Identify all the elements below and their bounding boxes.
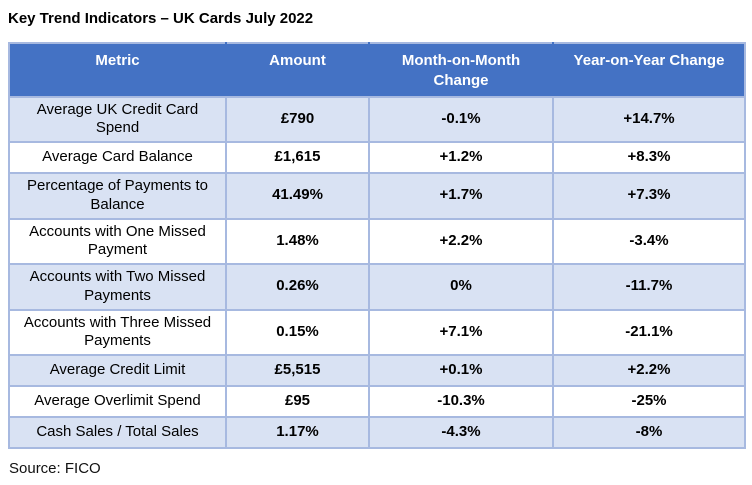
col-header-metric: Metric: [8, 42, 227, 98]
metric-cell: Average UK Credit Card Spend: [8, 95, 227, 144]
yoy-change-cell: -8%: [552, 416, 746, 450]
amount-cell: £790: [225, 95, 370, 144]
yoy-change-cell: +8.3%: [552, 141, 746, 175]
mom-change-cell: +2.2%: [368, 217, 554, 266]
mom-change-cell: 0%: [368, 263, 554, 311]
yoy-change-cell: -3.4%: [552, 217, 746, 266]
yoy-change-cell: +14.7%: [552, 95, 746, 144]
yoy-change-cell: -21.1%: [552, 308, 746, 357]
table-row: Cash Sales / Total Sales 1.17% -4.3% -8%: [8, 416, 746, 450]
mom-change-cell: -4.3%: [368, 416, 554, 450]
table-row: Average Card Balance £1,615 +1.2% +8.3%: [8, 141, 746, 175]
table-row: Average Credit Limit £5,515 +0.1% +2.2%: [8, 354, 746, 388]
table-row: Percentage of Payments to Balance 41.49%…: [8, 172, 746, 220]
yoy-change-cell: +2.2%: [552, 354, 746, 388]
amount-cell: 0.26%: [225, 263, 370, 311]
amount-cell: 0.15%: [225, 308, 370, 357]
metric-cell: Cash Sales / Total Sales: [8, 416, 227, 450]
header-row: Metric Amount Month-on-Month Change Year…: [8, 42, 746, 98]
yoy-change-cell: -11.7%: [552, 263, 746, 311]
table-row: Average UK Credit Card Spend £790 -0.1% …: [8, 95, 746, 144]
amount-cell: £5,515: [225, 354, 370, 388]
trend-table: Metric Amount Month-on-Month Change Year…: [8, 42, 746, 450]
amount-cell: 1.17%: [225, 416, 370, 450]
mom-change-cell: -0.1%: [368, 95, 554, 144]
mom-change-cell: +1.2%: [368, 141, 554, 175]
amount-cell: £1,615: [225, 141, 370, 175]
yoy-change-cell: +7.3%: [552, 172, 746, 220]
metric-cell: Accounts with One Missed Payment: [8, 217, 227, 266]
metric-cell: Average Card Balance: [8, 141, 227, 175]
mom-change-cell: +7.1%: [368, 308, 554, 357]
metric-cell: Percentage of Payments to Balance: [8, 172, 227, 220]
table-row: Accounts with Two Missed Payments 0.26% …: [8, 263, 746, 311]
amount-cell: £95: [225, 385, 370, 419]
yoy-change-cell: -25%: [552, 385, 746, 419]
metric-cell: Average Credit Limit: [8, 354, 227, 388]
table-row: Accounts with Three Missed Payments 0.15…: [8, 308, 746, 357]
mom-change-cell: +1.7%: [368, 172, 554, 220]
page-title: Key Trend Indicators – UK Cards July 202…: [8, 10, 314, 27]
mom-change-cell: -10.3%: [368, 385, 554, 419]
col-header-amount: Amount: [225, 42, 370, 98]
amount-cell: 1.48%: [225, 217, 370, 266]
table-row: Average Overlimit Spend £95 -10.3% -25%: [8, 385, 746, 419]
metric-cell: Accounts with Two Missed Payments: [8, 263, 227, 311]
col-header-yoy-change: Year-on-Year Change: [552, 42, 746, 98]
metric-cell: Average Overlimit Spend: [8, 385, 227, 419]
mom-change-cell: +0.1%: [368, 354, 554, 388]
table-row: Accounts with One Missed Payment 1.48% +…: [8, 217, 746, 266]
metric-cell: Accounts with Three Missed Payments: [8, 308, 227, 357]
source-note: Source: FICO: [9, 460, 101, 478]
amount-cell: 41.49%: [225, 172, 370, 220]
col-header-mom-change: Month-on-Month Change: [368, 42, 554, 98]
